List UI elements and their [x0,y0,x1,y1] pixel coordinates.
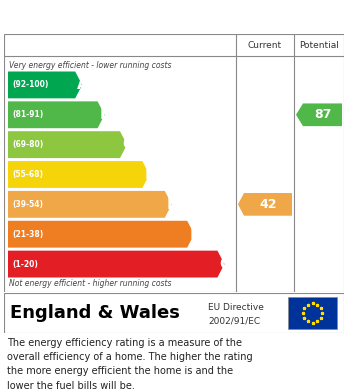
Text: Not energy efficient - higher running costs: Not energy efficient - higher running co… [9,280,172,289]
Text: 2002/91/EC: 2002/91/EC [208,316,260,325]
Text: B: B [100,107,111,122]
Text: (1-20): (1-20) [12,260,38,269]
Text: G: G [220,256,232,272]
Polygon shape [8,191,172,218]
Polygon shape [238,193,292,216]
Text: (81-91): (81-91) [12,110,43,119]
Text: 42: 42 [259,198,277,211]
Polygon shape [8,131,127,158]
Text: Energy Efficiency Rating: Energy Efficiency Rating [8,9,218,25]
Polygon shape [296,104,342,126]
Polygon shape [8,221,194,248]
Bar [288,297,337,329]
Text: (92-100): (92-100) [12,81,48,90]
Text: (69-80): (69-80) [12,140,43,149]
Text: Very energy efficient - lower running costs: Very energy efficient - lower running co… [9,61,172,70]
Polygon shape [8,251,224,278]
Polygon shape [8,161,149,188]
Text: E: E [167,197,177,212]
Text: Current: Current [248,41,282,50]
Text: D: D [144,167,157,182]
Text: 87: 87 [314,108,331,121]
Polygon shape [8,101,105,128]
Text: A: A [77,77,89,92]
Text: The energy efficiency rating is a measure of the
overall efficiency of a home. T: The energy efficiency rating is a measur… [7,337,253,391]
Polygon shape [8,72,82,99]
Text: C: C [122,137,133,152]
Text: England & Wales: England & Wales [10,304,180,322]
Text: (39-54): (39-54) [12,200,43,209]
Text: Potential: Potential [299,41,339,50]
Text: EU Directive: EU Directive [208,303,264,312]
Text: (21-38): (21-38) [12,230,43,239]
Text: F: F [189,227,199,242]
Text: (55-68): (55-68) [12,170,43,179]
